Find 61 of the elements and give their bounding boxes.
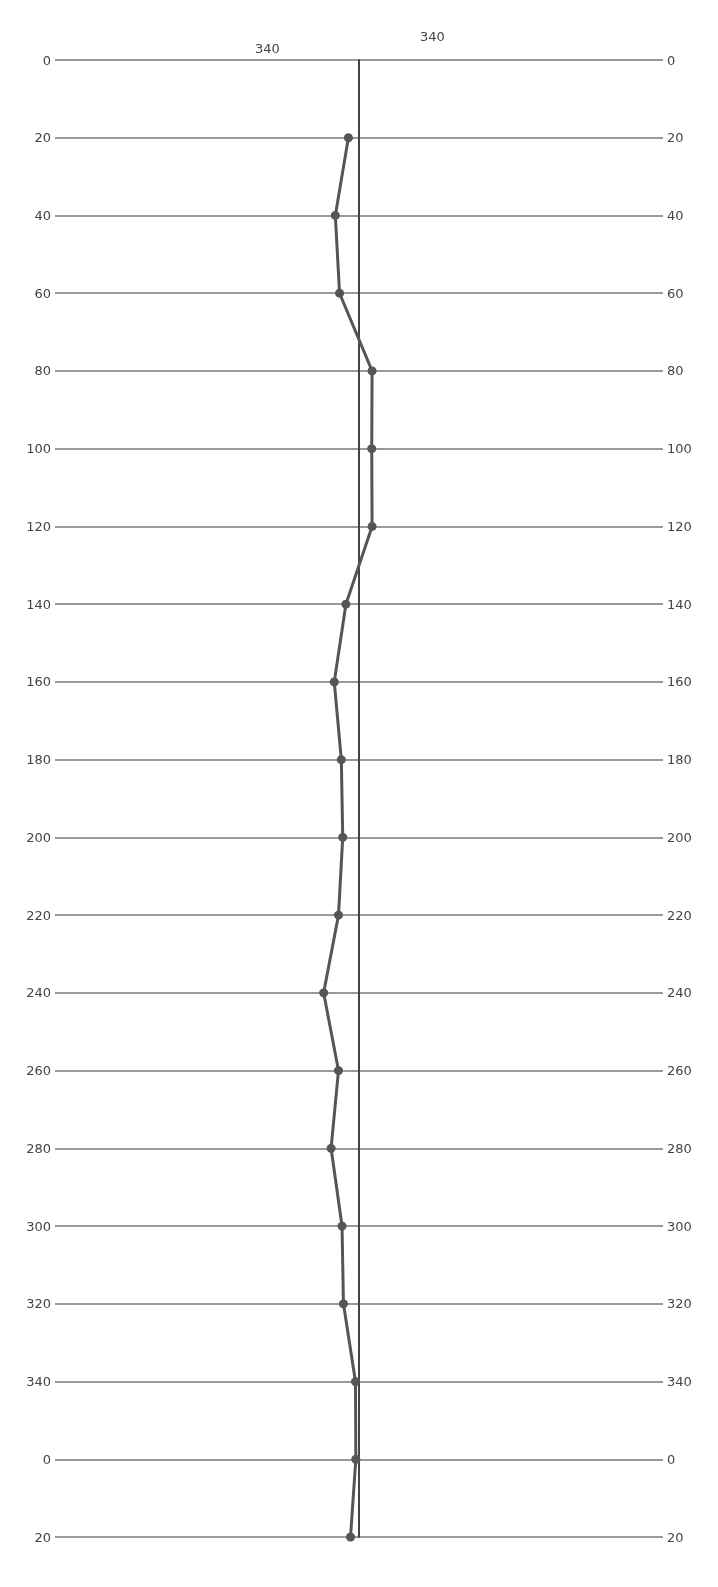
y-tick-label: 160	[26, 674, 51, 690]
y-tick-label: 340	[26, 1374, 51, 1390]
category-label: 80	[667, 363, 684, 379]
y-tick-label: 220	[26, 907, 51, 923]
y-tick-label: 120	[26, 518, 51, 534]
y-tick-label: 140	[26, 596, 51, 612]
y-tick-label: 300	[26, 1218, 51, 1234]
category-label: 200	[667, 829, 692, 845]
point	[334, 1066, 343, 1076]
category-label: 0	[667, 1451, 676, 1467]
category-label: 20	[667, 130, 684, 146]
point	[351, 1454, 361, 1464]
point	[334, 910, 343, 920]
y-tick-label: 200	[26, 829, 51, 845]
y-tick-label: 40	[34, 207, 51, 223]
category-label: 260	[667, 1063, 692, 1079]
point	[330, 210, 340, 220]
point	[346, 1532, 356, 1542]
y-tick-label: 80	[34, 363, 51, 379]
category-label: 100	[667, 441, 692, 457]
category-label: 240	[667, 985, 692, 1001]
y-tick-label: 180	[26, 752, 51, 768]
category-label: 40	[667, 207, 684, 223]
point	[336, 755, 346, 765]
y-tick-label: 0	[42, 52, 51, 68]
y-tick-label: 280	[26, 1140, 51, 1156]
category-label: 220	[667, 907, 692, 923]
point	[338, 1299, 348, 1309]
category-label: 120	[667, 518, 692, 534]
category-label: 300	[667, 1218, 692, 1234]
category-label: 60	[667, 285, 684, 301]
point	[367, 366, 377, 376]
point	[326, 1143, 336, 1153]
point	[338, 832, 348, 842]
category-label: 320	[667, 1296, 692, 1312]
y-tick-label: 60	[34, 285, 51, 301]
y-tick-label: 20	[34, 130, 51, 146]
y-tick-label: 260	[26, 1063, 51, 1079]
point	[343, 133, 353, 143]
point	[341, 599, 351, 609]
category-label: 20	[667, 1529, 684, 1545]
category-label: 340	[667, 1374, 692, 1390]
point	[350, 1377, 360, 1387]
y-tick-label: 0	[42, 1451, 51, 1467]
category-label: 180	[667, 752, 692, 768]
point	[367, 444, 377, 454]
text: 340	[255, 41, 280, 56]
category-label: 280	[667, 1140, 692, 1156]
y-tick-label: 20	[34, 1529, 51, 1545]
point	[319, 988, 329, 998]
text: 340	[420, 29, 445, 44]
category-label: 160	[667, 674, 692, 690]
category-label: 0	[667, 52, 676, 68]
point	[367, 521, 377, 531]
y-tick-label: 320	[26, 1296, 51, 1312]
y-tick-label: 240	[26, 985, 51, 1001]
point	[337, 1221, 347, 1231]
point	[335, 288, 345, 298]
point	[329, 677, 339, 687]
y-tick-label: 100	[26, 441, 51, 457]
category-label: 140	[667, 596, 692, 612]
